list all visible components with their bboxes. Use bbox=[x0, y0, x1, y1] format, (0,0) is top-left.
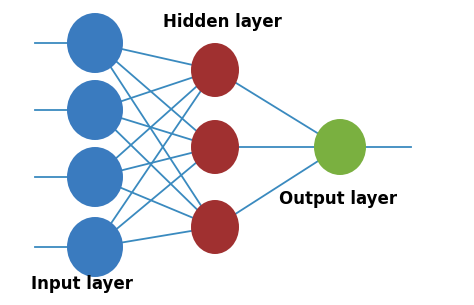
Text: Output layer: Output layer bbox=[279, 190, 397, 208]
Ellipse shape bbox=[67, 80, 123, 140]
Ellipse shape bbox=[191, 200, 239, 254]
Ellipse shape bbox=[191, 43, 239, 97]
Ellipse shape bbox=[67, 217, 123, 277]
Ellipse shape bbox=[67, 147, 123, 207]
Ellipse shape bbox=[314, 119, 366, 175]
Ellipse shape bbox=[67, 13, 123, 73]
Text: Input layer: Input layer bbox=[31, 275, 133, 293]
Text: Hidden layer: Hidden layer bbox=[163, 13, 282, 31]
Ellipse shape bbox=[191, 120, 239, 174]
